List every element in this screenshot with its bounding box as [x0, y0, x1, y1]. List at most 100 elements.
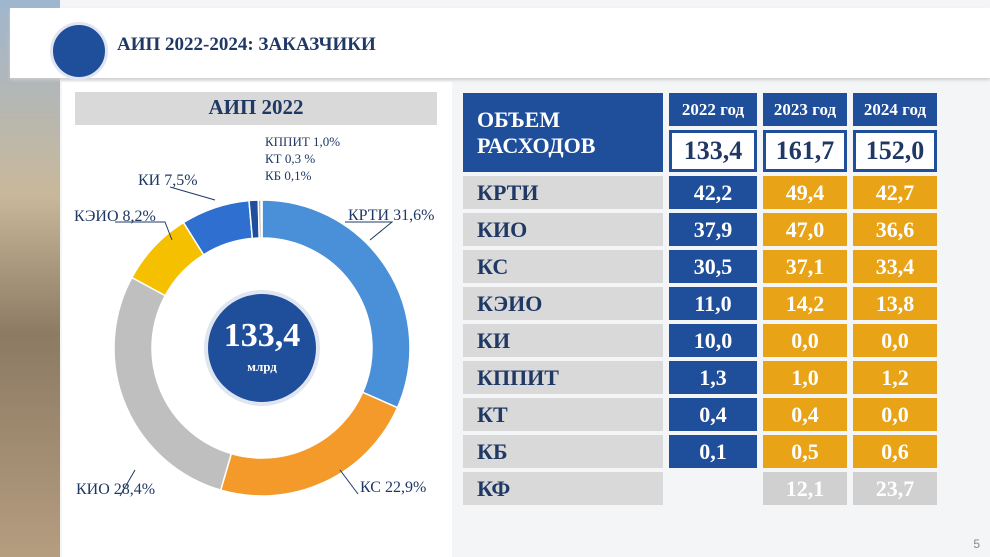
value-cell: 1,2 — [853, 361, 937, 394]
logo-icon — [50, 22, 108, 80]
value-cell: 11,0 — [669, 287, 757, 320]
label-value: 22,9% — [385, 479, 426, 496]
total-cell: 133,4 — [669, 130, 757, 172]
label-category: КИО — [76, 481, 110, 498]
header-bar: АИП 2022-2024: ЗАКАЗЧИКИ — [10, 8, 990, 80]
row-label: КЭИО — [463, 287, 663, 320]
slide-title: АИП 2022-2024: ЗАКАЗЧИКИ — [117, 34, 376, 55]
label-category: КИ — [138, 172, 161, 189]
data-row: КРТИ 42,2 49,4 42,7 — [463, 176, 937, 209]
value-cell: 0,1 — [669, 435, 757, 468]
data-label: КРТИ 31,6% — [348, 207, 434, 224]
value-cell: 12,1 — [763, 472, 847, 505]
data-row: КЭИО 11,0 14,2 13,8 — [463, 287, 937, 320]
table-body: ОБЪЕМ РАСХОДОВ 2022 год 2023 год 2024 год 133… — [463, 93, 937, 505]
data-row: КППИТ 1,3 1,0 1,2 — [463, 361, 937, 394]
label-value: 8,2% — [123, 208, 156, 225]
value-cell: 10,0 — [669, 324, 757, 357]
totals-row: 133,4 161,7 152,0 — [463, 130, 937, 172]
value-cell: 0,6 — [853, 435, 937, 468]
label-category: КБ — [265, 168, 281, 183]
data-label: КЭИО 8,2% — [74, 208, 156, 225]
pie-segment — [113, 276, 233, 492]
data-row: КФ 12,1 23,7 — [463, 472, 937, 505]
data-label: КИ 7,5% — [138, 172, 198, 189]
data-row: КТ 0,4 0,4 0,0 — [463, 398, 937, 431]
data-table: ОБЪЕМ РАСХОДОВ 2022 год 2023 год 2024 год 133… — [457, 89, 943, 509]
value-cell: 47,0 — [763, 213, 847, 246]
data-row: КБ 0,1 0,5 0,6 — [463, 435, 937, 468]
row-label: КФ — [463, 472, 663, 505]
column-header: 2022 год — [669, 93, 757, 126]
leader-line — [115, 221, 173, 241]
row-label: КИО — [463, 213, 663, 246]
background-photo — [0, 0, 60, 557]
row-label: КБ — [463, 435, 663, 468]
label-category: КС — [360, 479, 381, 496]
label-category: КРТИ — [348, 207, 390, 224]
center-value: 133,4 — [224, 317, 301, 354]
value-cell: 1,3 — [669, 361, 757, 394]
pie-segment — [260, 199, 263, 239]
header-row: ОБЪЕМ РАСХОДОВ 2022 год 2023 год 2024 год — [463, 93, 937, 172]
value-cell: 33,4 — [853, 250, 937, 283]
data-label: КТ 0,3 % — [265, 151, 315, 166]
label-value: 0,1% — [284, 168, 311, 183]
value-cell: 0,4 — [669, 398, 757, 431]
value-cell: 0,0 — [763, 324, 847, 357]
data-row: КС 30,5 37,1 33,4 — [463, 250, 937, 283]
row-label: КС — [463, 250, 663, 283]
label-category: КЭИО — [74, 208, 119, 225]
data-label: КИО 28,4% — [76, 481, 155, 498]
value-cell: 37,1 — [763, 250, 847, 283]
label-category: КТ — [265, 151, 282, 166]
data-label: КС 22,9% — [360, 479, 426, 496]
chart-title-bar — [75, 92, 437, 125]
total-cell: 161,7 — [763, 130, 847, 172]
column-header: 2024 год — [853, 93, 937, 126]
corner-header: ОБЪЕМ РАСХОДОВ — [463, 93, 663, 172]
data-row: КИ 10,0 0,0 0,0 — [463, 324, 937, 357]
value-cell: 49,4 — [763, 176, 847, 209]
label-value: 31,6% — [393, 207, 434, 224]
row-label: КРТИ — [463, 176, 663, 209]
label-value: 0,3 % — [285, 151, 316, 166]
value-cell: 23,7 — [853, 472, 937, 505]
value-cell: 42,2 — [669, 176, 757, 209]
value-cell: 0,4 — [763, 398, 847, 431]
leader-line — [169, 186, 216, 201]
value-cell: 36,6 — [853, 213, 937, 246]
value-cell: 42,7 — [853, 176, 937, 209]
value-cell: 0,0 — [853, 324, 937, 357]
data-label: КППИТ 1,0% — [265, 134, 340, 149]
value-cell: 37,9 — [669, 213, 757, 246]
leader-line — [119, 469, 136, 497]
value-cell: 14,2 — [763, 287, 847, 320]
leader-line — [339, 469, 359, 495]
total-cell: 152,0 — [853, 130, 937, 172]
label-value: 1,0% — [313, 134, 340, 149]
leader-line — [345, 221, 394, 241]
label-value: 28,4% — [114, 481, 155, 498]
center-unit: млрд — [247, 359, 277, 374]
row-label: КТ — [463, 398, 663, 431]
page-number: 5 — [973, 537, 980, 551]
data-label: КБ 0,1% — [265, 168, 312, 183]
corner-line: ОБЪЕМ — [477, 106, 561, 132]
label-category: КППИТ — [265, 134, 310, 149]
center-badge — [204, 290, 320, 406]
empty-cell — [669, 472, 757, 505]
value-cell: 0,0 — [853, 398, 937, 431]
value-cell: 0,5 — [763, 435, 847, 468]
corner-line: РАСХОДОВ — [477, 132, 596, 158]
label-value: 7,5% — [164, 172, 197, 189]
value-cell: 1,0 — [763, 361, 847, 394]
chart-title: АИП 2022 — [208, 95, 303, 119]
value-cell: 30,5 — [669, 250, 757, 283]
row-label: КППИТ — [463, 361, 663, 394]
value-cell: 13,8 — [853, 287, 937, 320]
column-header: 2023 год — [763, 93, 847, 126]
data-row: КИО 37,9 47,0 36,6 — [463, 213, 937, 246]
